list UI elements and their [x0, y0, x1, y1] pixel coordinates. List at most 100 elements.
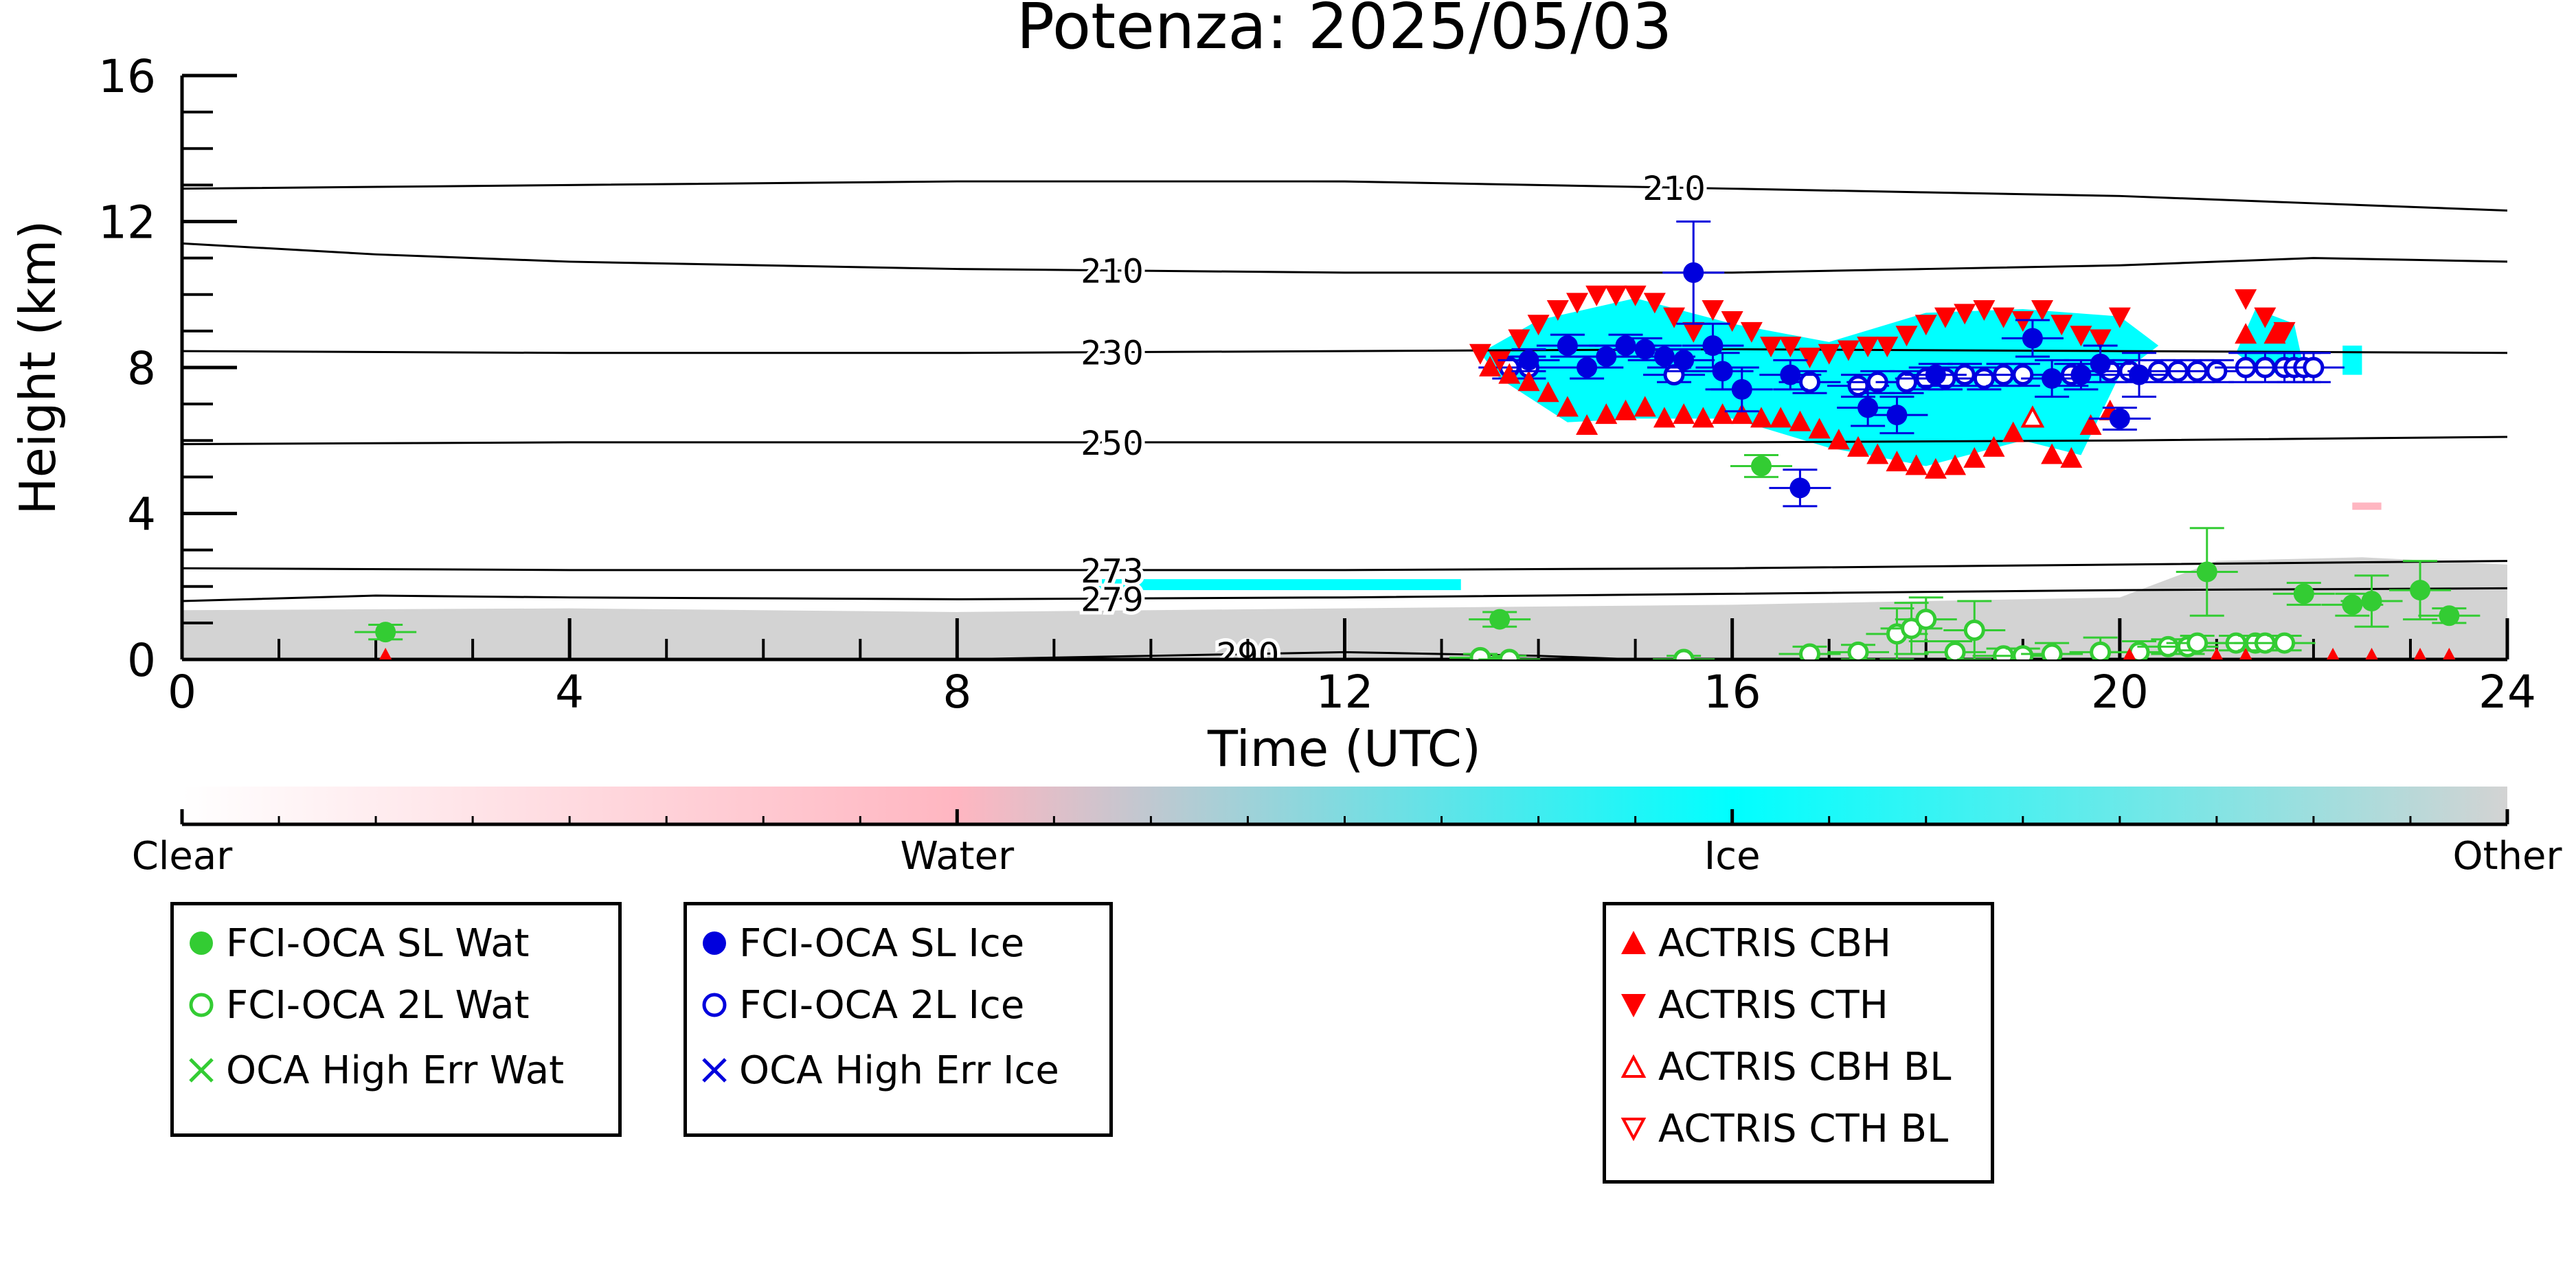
point-fci-oca-2l-wat [1963, 620, 1985, 641]
point-fci-oca-2l-wat [1799, 643, 1820, 659]
point-actris-cbh [1750, 407, 1772, 428]
contour-label: 210 [1642, 170, 1706, 208]
point-fci-oca-2l-ice [2012, 364, 2034, 386]
point-actris-cbh [2235, 323, 2257, 344]
x-tick-label: 12 [1316, 666, 1374, 719]
point-actris-cth [1469, 343, 1491, 365]
contour-line [182, 348, 2507, 354]
point-actris-cth [1566, 293, 1588, 314]
contour-line [182, 242, 2507, 274]
point-fci-oca-sl-ice [1653, 346, 1675, 368]
point-fci-oca-sl-wat [375, 622, 396, 643]
point-fci-oca-sl-ice [1789, 477, 1811, 499]
point-actris-cbh [1944, 454, 1967, 475]
point-actris-cth [1721, 310, 1743, 332]
point-fci-oca-sl-ice [1634, 339, 1656, 360]
point-actris-cbh [1653, 407, 1675, 428]
point-fci-oca-sl-ice [1615, 335, 1636, 357]
point-actris-cbh [1556, 396, 1579, 417]
ice-cloud-field [2342, 346, 2362, 375]
point-actris-cbh [2060, 447, 2083, 468]
point-actris-cbh [2365, 648, 2378, 659]
point-fci-oca-sl-ice [1557, 335, 1578, 357]
point-actris-cth [1546, 300, 1569, 321]
point-actris-cth [2031, 300, 2053, 321]
x-tick-label: 0 [168, 666, 196, 719]
point-actris-cbh [1963, 447, 1986, 468]
point-actris-cth [2273, 321, 2296, 343]
point-actris-cbh [1711, 403, 1734, 425]
point-actris-cbh [1827, 429, 1850, 450]
contour-line [182, 436, 2507, 446]
point-actris-cbh [1576, 414, 1598, 435]
point-actris-cbh [2413, 648, 2427, 659]
contour-label: 210 [1081, 253, 1144, 291]
point-actris-cbh [2002, 421, 2024, 442]
point-fci-oca-sl-ice [1886, 405, 1908, 426]
x-axis-label: Time (UTC) [1207, 720, 1481, 778]
legend-ice: FCI-OCA SL Ice FCI-OCA 2L Ice OCA High E… [683, 902, 1113, 1137]
point-actris-cth [2108, 307, 2131, 328]
point-actris-cbh [1692, 407, 1715, 428]
y-tick-label: 4 [127, 488, 156, 541]
point-actris-cth [1624, 285, 1647, 306]
point-actris-cth [2089, 329, 2112, 350]
point-actris-cth [1527, 315, 1550, 336]
point-actris-cbh [2210, 648, 2223, 659]
y-tick-label: 12 [98, 196, 156, 249]
point-fci-oca-2l-wat [1469, 646, 1491, 659]
y-tick-label: 0 [127, 634, 156, 687]
point-fci-oca-sl-wat [2196, 561, 2217, 583]
open-triangle-up-icon [1620, 1054, 1647, 1078]
point-actris-cth [2070, 326, 2092, 347]
point-actris-cbh [1595, 403, 1618, 425]
y-tick-label: 8 [127, 342, 156, 395]
point-actris-cth [1682, 321, 1705, 343]
point-actris-cth [2050, 315, 2073, 336]
point-fci-oca-sl-ice [1518, 350, 1539, 371]
point-actris-cth [1934, 307, 1956, 328]
point-actris-cbh [2263, 323, 2286, 344]
point-actris-cbh [1498, 363, 1521, 384]
colorbar-label: Clear [132, 834, 233, 879]
legend-item-cbh: ACTRIS CBH [1606, 916, 1891, 971]
point-fci-oca-sl-ice [1683, 262, 1704, 283]
point-actris-cbh [1924, 457, 1947, 479]
point-fci-oca-2l-ice [2303, 357, 2325, 379]
point-actris-cbh [1730, 403, 1753, 425]
point-actris-cth [1779, 337, 1802, 358]
point-actris-cbh [1808, 418, 1831, 439]
colorbar-label: Ice [1704, 834, 1761, 879]
point-fci-oca-sl-wat [2361, 591, 2382, 611]
point-fci-oca-2l-ice [1799, 371, 1820, 393]
open-circle-icon [702, 993, 727, 1017]
point-actris-cbh [1479, 356, 1502, 376]
point-fci-oca-sl-wat [2439, 605, 2460, 626]
point-actris-cbh [1866, 443, 1889, 464]
legend-item-2l-ice: FCI-OCA 2L Ice [687, 978, 1024, 1032]
point-fci-oca-sl-ice [1712, 361, 1733, 382]
point-actris-cbh [1886, 451, 1908, 472]
triangle-up-icon [1621, 931, 1646, 954]
point-fci-oca-sl-wat [2410, 580, 2431, 601]
point-fci-oca-sl-wat [2293, 583, 2314, 605]
point-actris-cth [1605, 285, 1627, 306]
point-fci-oca-sl-ice [2070, 364, 2092, 385]
point-actris-cth [2235, 289, 2257, 310]
open-triangle-down-icon [1620, 1118, 1647, 1142]
point-actris-cbh [1982, 436, 2005, 457]
point-actris-cth [1895, 326, 1918, 347]
triangle-down-icon [1621, 994, 1646, 1017]
point-fci-oca-2l-wat [2012, 645, 2034, 659]
contour-line [182, 560, 2507, 572]
point-actris-cth [1740, 321, 1763, 343]
point-fci-oca-2l-ice [2206, 360, 2228, 382]
point-actris-cth [1992, 307, 2015, 328]
x-tick-label: 4 [555, 666, 584, 719]
point-fci-oca-2l-wat [2041, 643, 2063, 659]
point-fci-oca-2l-ice [1847, 375, 1869, 397]
point-actris-cth [1489, 351, 1511, 372]
point-actris-cbh [2079, 414, 2102, 435]
